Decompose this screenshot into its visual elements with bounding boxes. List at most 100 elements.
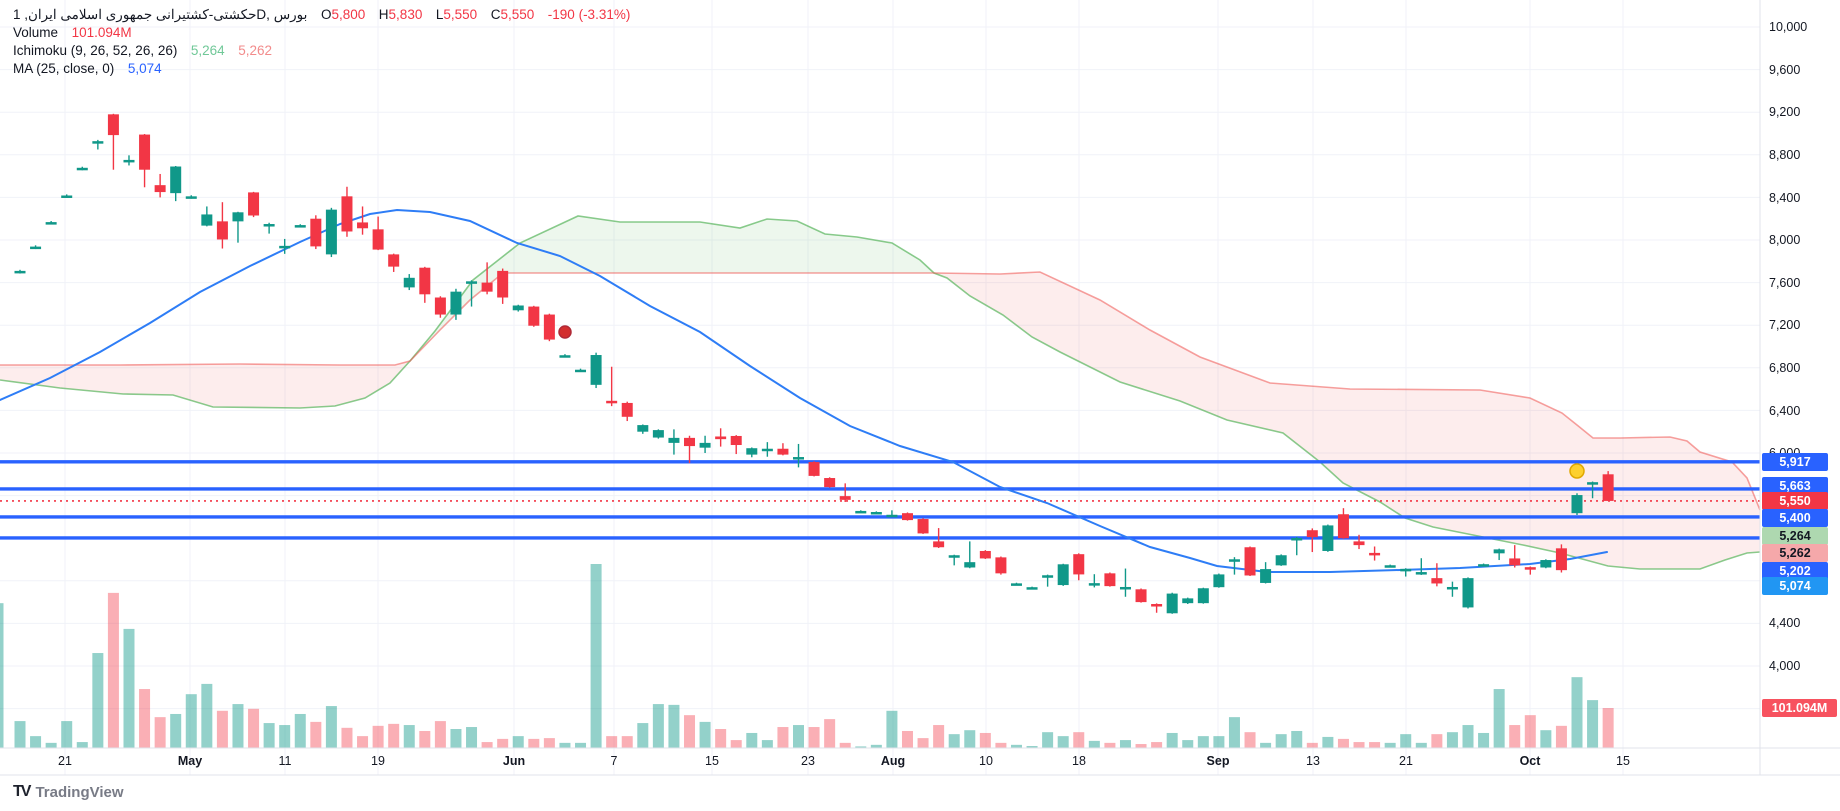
candle[interactable]: [870, 511, 882, 515]
volume-bar[interactable]: [481, 742, 493, 748]
volume-bar[interactable]: [357, 736, 369, 748]
candle[interactable]: [1337, 508, 1349, 539]
legend-symbol-row[interactable]: حکشتی-کشتیرانی جمهوری اسلامی ایران, 1D, …: [13, 6, 630, 23]
candle[interactable]: [92, 139, 104, 150]
candle[interactable]: [1587, 481, 1599, 499]
candle[interactable]: [995, 556, 1007, 575]
candle[interactable]: [497, 268, 509, 304]
volume-bar[interactable]: [1213, 736, 1225, 748]
volume-bar[interactable]: [1384, 742, 1396, 748]
candle[interactable]: [419, 266, 431, 303]
candle[interactable]: [466, 280, 478, 307]
volume-bar[interactable]: [92, 653, 104, 748]
candle[interactable]: [1602, 471, 1614, 501]
volume-bar[interactable]: [372, 725, 384, 748]
candle[interactable]: [1151, 603, 1163, 613]
red-dot-marker[interactable]: [558, 325, 572, 339]
candle[interactable]: [14, 269, 26, 274]
volume-bar[interactable]: [1337, 738, 1349, 748]
volume-bar[interactable]: [1073, 732, 1085, 748]
candle[interactable]: [933, 528, 945, 548]
volume-bar[interactable]: [1088, 740, 1100, 748]
volume-bar[interactable]: [637, 723, 649, 748]
candle[interactable]: [310, 215, 322, 250]
volume-bar[interactable]: [1602, 707, 1614, 748]
candle[interactable]: [543, 313, 555, 342]
candle[interactable]: [1119, 568, 1131, 597]
volume-bar[interactable]: [1275, 734, 1287, 748]
volume-bar[interactable]: [808, 727, 820, 748]
volume-bar[interactable]: [1057, 736, 1069, 748]
volume-bar[interactable]: [107, 592, 119, 748]
volume-bar[interactable]: [793, 725, 804, 748]
candle[interactable]: [917, 518, 929, 534]
candle[interactable]: [216, 202, 228, 249]
volume-bar[interactable]: [948, 734, 960, 748]
candle[interactable]: [450, 288, 462, 320]
candle[interactable]: [294, 224, 306, 228]
candle[interactable]: [1291, 536, 1303, 556]
volume-bar[interactable]: [1400, 734, 1412, 748]
volume-bar[interactable]: [1197, 736, 1209, 748]
volume-bar[interactable]: [886, 710, 898, 748]
candle[interactable]: [699, 435, 711, 453]
volume-bar[interactable]: [1291, 730, 1303, 748]
candle[interactable]: [886, 510, 898, 518]
candle[interactable]: [1384, 564, 1396, 568]
volume-bar[interactable]: [917, 738, 929, 748]
candle[interactable]: [325, 207, 337, 258]
candle[interactable]: [948, 554, 960, 566]
candle[interactable]: [590, 352, 602, 389]
candle[interactable]: [434, 296, 446, 318]
volume-bar[interactable]: [403, 725, 415, 748]
candle[interactable]: [263, 222, 275, 234]
volume-bar[interactable]: [1306, 742, 1318, 748]
volume-bar[interactable]: [1166, 732, 1178, 748]
candle[interactable]: [1057, 563, 1069, 586]
volume-bar[interactable]: [185, 694, 197, 748]
volume-bar[interactable]: [216, 710, 228, 748]
candle[interactable]: [715, 428, 727, 447]
candle[interactable]: [621, 401, 633, 422]
candle[interactable]: [1524, 566, 1536, 575]
candle[interactable]: [1555, 544, 1567, 573]
candle[interactable]: [1431, 563, 1443, 587]
candle[interactable]: [512, 304, 524, 312]
legend-ichimoku-row[interactable]: Ichimoku (9, 26, 52, 26, 26) 5,264 5,262: [13, 42, 630, 59]
volume-bar[interactable]: [232, 704, 244, 748]
volume-bar[interactable]: [170, 713, 182, 748]
volume-bar[interactable]: [855, 746, 867, 748]
time-axis[interactable]: 21 May 11 19 Jun 7 15 23 Aug 10 18 Sep 13 21 Oct 15: [0, 748, 1760, 775]
candle[interactable]: [575, 368, 587, 373]
volume-bar[interactable]: [668, 704, 680, 748]
volume-bar[interactable]: [979, 732, 991, 748]
candle[interactable]: [357, 206, 369, 235]
volume-bar[interactable]: [201, 683, 213, 748]
volume-bar[interactable]: [1228, 717, 1240, 748]
candle[interactable]: [232, 211, 244, 243]
volume-bar[interactable]: [699, 721, 711, 748]
volume-bar[interactable]: [1244, 732, 1256, 748]
candle[interactable]: [855, 510, 867, 514]
candle[interactable]: [139, 134, 151, 188]
candle[interactable]: [372, 216, 384, 251]
volume-bar[interactable]: [730, 740, 742, 748]
volume-bar[interactable]: [1182, 740, 1194, 748]
candle[interactable]: [1509, 545, 1521, 568]
volume-bar[interactable]: [1524, 715, 1536, 748]
volume-bar[interactable]: [839, 742, 851, 748]
candle[interactable]: [123, 155, 135, 166]
candle[interactable]: [652, 429, 664, 439]
candle[interactable]: [248, 191, 260, 218]
volume-bar[interactable]: [1104, 742, 1116, 748]
candle[interactable]: [45, 221, 57, 225]
candle[interactable]: [808, 461, 820, 477]
volume-bar[interactable]: [1540, 730, 1552, 748]
candle[interactable]: [1369, 546, 1381, 561]
candle[interactable]: [1104, 572, 1116, 587]
volume-bar[interactable]: [14, 721, 26, 748]
volume-bar[interactable]: [1493, 689, 1505, 748]
candle[interactable]: [76, 166, 88, 171]
volume-bar[interactable]: [761, 740, 773, 748]
